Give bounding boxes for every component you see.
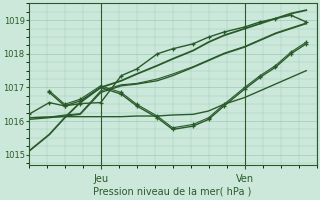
X-axis label: Pression niveau de la mer( hPa ): Pression niveau de la mer( hPa ) [93,187,252,197]
